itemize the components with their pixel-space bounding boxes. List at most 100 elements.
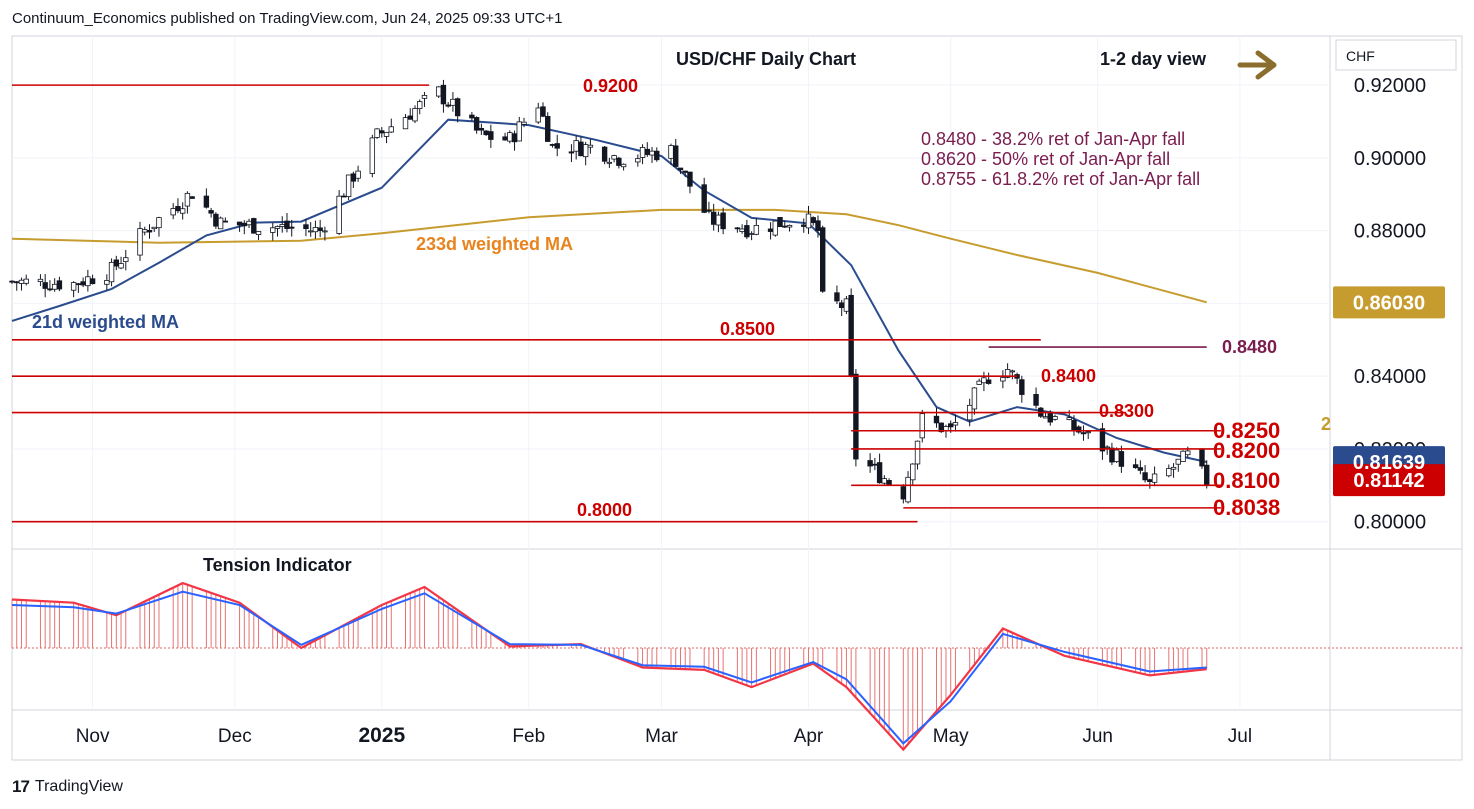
candle-body xyxy=(635,158,641,163)
price-badge-label: 0.86030 xyxy=(1353,292,1425,314)
candle-body xyxy=(810,217,816,224)
candle-body xyxy=(312,227,319,233)
candle-body xyxy=(108,261,115,283)
candle-body xyxy=(307,230,314,233)
candle-body xyxy=(255,231,262,236)
level-label: 0.8038 xyxy=(1213,495,1280,520)
candle-body xyxy=(146,230,153,233)
candle-body xyxy=(1166,468,1172,477)
candle-body xyxy=(838,302,845,309)
ma21-label: 21d weighted MA xyxy=(32,312,179,332)
candle-body xyxy=(511,133,518,143)
level-label: 0.9200 xyxy=(583,76,638,96)
candle-body xyxy=(521,121,527,125)
candle-body xyxy=(535,107,541,123)
candle-body xyxy=(75,283,82,286)
retracement-annotation: 0.8755 - 61.8.2% ret of Jan-Apr fall xyxy=(921,169,1200,189)
level-label: 0.8500 xyxy=(720,319,775,339)
price-badge-label: 0.81639 xyxy=(1353,452,1425,474)
price-badge xyxy=(1333,464,1445,497)
candle-body xyxy=(611,155,617,160)
candle-body xyxy=(801,224,807,227)
candle-body xyxy=(767,228,774,232)
candle-body xyxy=(402,117,409,130)
candle-body xyxy=(251,218,257,234)
candle-body xyxy=(549,144,556,146)
candle-body xyxy=(440,84,447,105)
candle-body xyxy=(507,132,513,142)
candle-body xyxy=(450,98,456,106)
chart-title: USD/CHF Daily Chart xyxy=(676,49,856,69)
candle-body xyxy=(540,106,546,117)
candle-body xyxy=(303,224,309,230)
level-label: 0.8100 xyxy=(1213,468,1280,493)
candle-body xyxy=(142,229,148,233)
candle-body xyxy=(601,146,608,162)
candle-body xyxy=(270,227,276,233)
candle-body xyxy=(274,226,281,229)
price-badges xyxy=(1333,286,1445,497)
candle-body xyxy=(687,171,693,187)
candle-body xyxy=(739,228,745,232)
candle-body xyxy=(720,212,726,230)
publisher-header: Continuum_Economics published on Trading… xyxy=(12,10,563,27)
candle-body xyxy=(1042,416,1049,419)
x-tick-label: May xyxy=(933,726,969,747)
candle-body xyxy=(421,95,428,99)
candle-body xyxy=(1118,451,1125,467)
candle-body xyxy=(279,224,285,227)
footer-brand[interactable]: 17 TradingView xyxy=(12,777,123,797)
candle-body xyxy=(374,128,380,138)
level-label: 0.8480 xyxy=(1222,337,1277,357)
candle-body xyxy=(905,476,911,503)
candle-body xyxy=(587,144,594,148)
x-tick-label: Jul xyxy=(1228,726,1252,747)
candle-body xyxy=(236,221,243,226)
candle-body xyxy=(654,150,660,161)
candle-body xyxy=(853,373,859,460)
candle-body xyxy=(606,161,613,164)
candle-body xyxy=(843,298,850,312)
ma233-line xyxy=(11,208,1207,304)
candle-body xyxy=(123,257,129,262)
candle-body xyxy=(1033,394,1039,406)
candle-body xyxy=(417,101,423,109)
candle-body xyxy=(620,163,627,168)
candle-body xyxy=(677,167,684,171)
indicator-title: Tension Indicator xyxy=(203,555,352,575)
retracement-annotation: 0.8480 - 38.2% ret of Jan-Apr fall xyxy=(921,129,1185,149)
candle-body xyxy=(473,117,480,131)
candle-body xyxy=(454,98,461,117)
candle-body xyxy=(772,220,779,236)
candle-body xyxy=(350,173,357,182)
candle-body xyxy=(23,278,29,284)
candle-body xyxy=(981,377,987,384)
candle-body xyxy=(156,217,162,229)
x-tick-label: Jun xyxy=(1082,726,1113,747)
candle-body xyxy=(51,283,58,290)
x-tick-label: Mar xyxy=(645,726,678,747)
chart-frame xyxy=(11,35,1463,761)
candle-body xyxy=(355,170,361,179)
candle-body xyxy=(203,195,210,208)
candle-body xyxy=(744,225,750,238)
candle-body xyxy=(85,276,91,287)
view-label: 1-2 day view xyxy=(1100,49,1207,69)
candle-body xyxy=(502,136,508,141)
price-badge-box xyxy=(1333,286,1445,319)
candle-body xyxy=(42,282,48,289)
candle-body xyxy=(317,227,323,232)
candle-body xyxy=(488,131,494,140)
candle-body xyxy=(222,220,229,223)
candle-body xyxy=(673,145,679,167)
candle-body xyxy=(1104,446,1110,449)
brand-label: TradingView xyxy=(34,778,123,795)
level-label: 0.8200 xyxy=(1213,438,1280,463)
candle-body xyxy=(14,281,20,284)
candle-body xyxy=(639,147,646,158)
candle-body xyxy=(388,126,394,133)
candle-body xyxy=(345,174,352,197)
candle-body xyxy=(1099,428,1106,452)
